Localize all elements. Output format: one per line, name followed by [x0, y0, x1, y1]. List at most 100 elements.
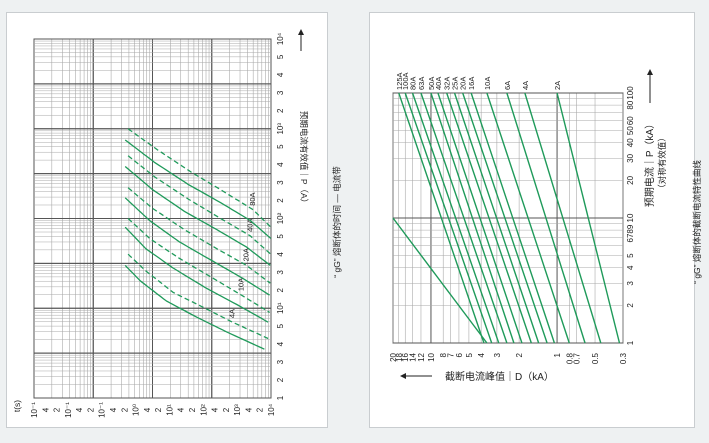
cutoff-curve	[506, 92, 586, 344]
x-tick-label: 12	[417, 352, 426, 361]
y-tick-label: 10⁴	[267, 403, 276, 416]
y-tick-label: 10¹	[165, 404, 174, 416]
right-chart-panel: 20 18 16 14 12 10 8 7 6 5 4 3 2 1 0.8 0.7 0.5 0.3 1 2 3 4 5 10 2…	[369, 12, 695, 428]
y-tick-label: 2	[154, 407, 163, 412]
x-tick-label: 10³	[276, 123, 285, 135]
y-tick-label: 2	[120, 407, 129, 412]
axis-arrow-head	[298, 29, 304, 35]
band-min-curve	[124, 166, 271, 266]
axis-arrow-head	[400, 373, 406, 379]
series-label: 10A	[236, 278, 245, 291]
band-min-curve	[124, 226, 269, 323]
curve-label: 100A	[401, 72, 410, 90]
band-max-curve	[127, 218, 270, 313]
cutoff-curve	[398, 92, 485, 344]
x-tick-label: 20	[389, 352, 398, 361]
x-tick-label: 3	[493, 352, 502, 357]
left-chart-panel: 1 2 3 4 5 10¹ 2 3 4 5 10² 2 3 4 5 10³ 2 3 4 5 10⁴ 10⁻¹ 4 2 10⁻¹ 4…	[6, 12, 328, 428]
x-tick-label: 0.8	[565, 352, 574, 364]
x-tick-label: 5	[276, 323, 285, 328]
y-axis-title: 预期电流｜P（kA）	[643, 119, 656, 207]
curve-label: 40A	[434, 77, 443, 90]
y-tick-label: 2	[86, 407, 95, 412]
band-max-curve	[127, 187, 271, 284]
curve-label: 50A	[427, 77, 436, 90]
y-tick-label: 4	[177, 407, 186, 412]
y-tick-label: 10	[626, 213, 635, 222]
y-tick-label: 2	[626, 303, 635, 308]
band-max-curve	[127, 128, 272, 228]
curve-label: 32A	[443, 77, 452, 90]
curve-label: 10A	[483, 77, 492, 90]
x-tick-label: 0.7	[573, 352, 582, 364]
x-tick-label: 4	[276, 341, 285, 346]
cutoff-curve	[524, 92, 602, 344]
y-tick-label: 50	[626, 126, 635, 135]
cutoff-curve	[430, 92, 515, 344]
x-tick-label: 2	[276, 288, 285, 293]
x-tick-label: 3	[276, 180, 285, 185]
series-label: 40A	[245, 219, 254, 232]
x-tick-label: 2	[515, 352, 524, 357]
cutoff-curve	[486, 92, 570, 344]
y-tick-label: 2	[53, 407, 62, 412]
y-tick-label: 4	[244, 407, 253, 412]
y-tick-label: 40	[626, 138, 635, 147]
x-tick-label: 1	[276, 395, 285, 400]
x-tick-label: 2	[276, 377, 285, 382]
y-tick-label: 10⁻¹	[64, 402, 73, 418]
y-tick-label: 4	[626, 265, 635, 270]
y-axis-subtitle: （对称有效值）	[657, 133, 667, 193]
y-tick-label: 10⁰	[132, 404, 141, 416]
curve-label: 20A	[459, 77, 468, 90]
band-min-curve	[124, 139, 272, 239]
x-tick-label: 5	[276, 54, 285, 59]
x-tick-label: 1	[553, 352, 562, 357]
left-caption: “ gG” 熔断体的时间 — 电流带	[332, 166, 342, 278]
y-tick-label: 30	[626, 153, 635, 162]
limit-line	[392, 217, 488, 344]
x-tick-label: 5	[465, 352, 474, 357]
y-tick-label: 80	[626, 100, 635, 109]
band-min-curve	[124, 264, 265, 350]
x-tick-label: 4	[276, 162, 285, 167]
x-tick-label: 8	[439, 352, 448, 357]
curve-label: 80A	[409, 77, 418, 90]
cutoff-curve	[404, 92, 493, 344]
cutoff-curve	[470, 92, 556, 344]
x-tick-label: 10	[427, 352, 436, 361]
x-tick-label: 4	[276, 252, 285, 257]
x-tick-label: 0.5	[591, 352, 600, 364]
x-tick-label: 10¹	[276, 302, 285, 314]
series-label: 20A	[242, 248, 251, 261]
x-axis-title: 预期电流有效值｜P（A）	[299, 111, 309, 207]
cutoff-curve	[437, 92, 523, 344]
y-tick-label: 2	[256, 407, 265, 412]
y-tick-label: 4	[109, 407, 118, 412]
x-tick-label: 18	[395, 352, 404, 361]
x-tick-label: 2	[276, 108, 285, 113]
x-tick-label: 5	[276, 144, 285, 149]
x-tick-label: 4	[477, 352, 486, 357]
y-tick-label: 1	[626, 340, 635, 345]
y-tick-label: 10⁻¹	[98, 402, 107, 418]
y-tick-label: 10³	[233, 404, 242, 416]
curve-label: 16A	[467, 77, 476, 90]
curve-label: 2A	[553, 81, 562, 90]
y-tick-label: 4	[211, 407, 220, 412]
curve-label: 4A	[521, 81, 530, 90]
y-tick-label: 10⁻¹	[30, 402, 39, 418]
y-tick-label: 4	[75, 407, 84, 412]
series-label: 80A	[248, 192, 257, 205]
y-tick-label: 2	[222, 407, 231, 412]
curve-label: 25A	[451, 77, 460, 90]
y-tick-label: 100	[626, 86, 635, 100]
cutoff-curve	[420, 92, 508, 344]
x-tick-label: 2	[276, 198, 285, 203]
cutoff-curve	[453, 92, 540, 344]
y-tick-label: 4	[143, 407, 152, 412]
x-tick-label: 10⁴	[276, 32, 285, 45]
x-tick-label: 10²	[276, 212, 285, 224]
